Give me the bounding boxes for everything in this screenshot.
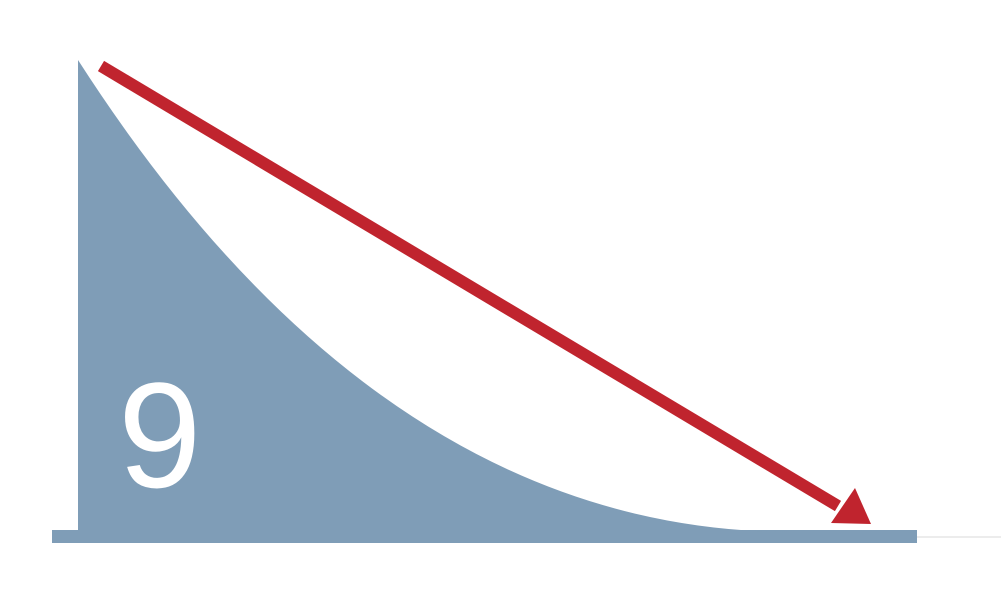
arrow-shaft bbox=[97, 60, 842, 512]
arrow-head bbox=[831, 488, 871, 524]
decay-curve-shape bbox=[78, 60, 790, 532]
number-label: 9 bbox=[118, 351, 201, 519]
baseline-bar bbox=[52, 530, 917, 543]
arrow-down-right-icon bbox=[97, 60, 871, 524]
